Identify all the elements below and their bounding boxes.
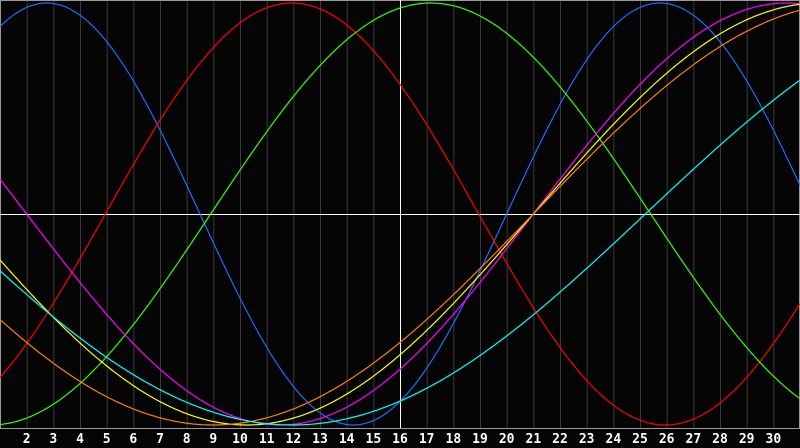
x-tick-label: 28 <box>712 432 728 447</box>
x-tick-label: 24 <box>606 432 622 447</box>
x-tick-label: 3 <box>49 432 57 447</box>
x-tick-label: 10 <box>232 432 248 447</box>
series-line-5 <box>0 3 800 426</box>
x-tick-label: 23 <box>579 432 595 447</box>
x-tick-label: 9 <box>209 432 217 447</box>
x-tick-label: 29 <box>739 432 755 447</box>
series-line-7 <box>0 79 800 426</box>
series-line-3 <box>0 2 800 426</box>
series-line-2 <box>0 2 800 426</box>
x-tick-label: 12 <box>286 432 302 447</box>
x-tick-label: 21 <box>526 432 542 447</box>
x-tick-label: 6 <box>129 432 137 447</box>
x-tick-label: 4 <box>76 432 84 447</box>
x-tick-label: 26 <box>659 432 675 447</box>
x-tick-label: 19 <box>472 432 488 447</box>
x-tick-label: 16 <box>392 432 408 447</box>
x-tick-label: 25 <box>632 432 648 447</box>
x-tick-label: 14 <box>339 432 355 447</box>
x-tick-label: 7 <box>156 432 164 447</box>
x-tick-label: 2 <box>23 432 31 447</box>
x-tick-label: 15 <box>366 432 382 447</box>
x-tick-label: 13 <box>312 432 328 447</box>
x-tick-label: 20 <box>499 432 515 447</box>
x-tick-label: 30 <box>766 432 782 447</box>
x-tick-label: 22 <box>552 432 568 447</box>
series-line-4 <box>0 2 800 426</box>
x-tick-label: 8 <box>183 432 191 447</box>
x-tick-label: 27 <box>686 432 702 447</box>
x-tick-label: 18 <box>446 432 462 447</box>
x-tick-label: 17 <box>419 432 435 447</box>
x-tick-label: 11 <box>259 432 275 447</box>
x-tick-label: 5 <box>103 432 111 447</box>
series-line-6 <box>0 9 800 426</box>
